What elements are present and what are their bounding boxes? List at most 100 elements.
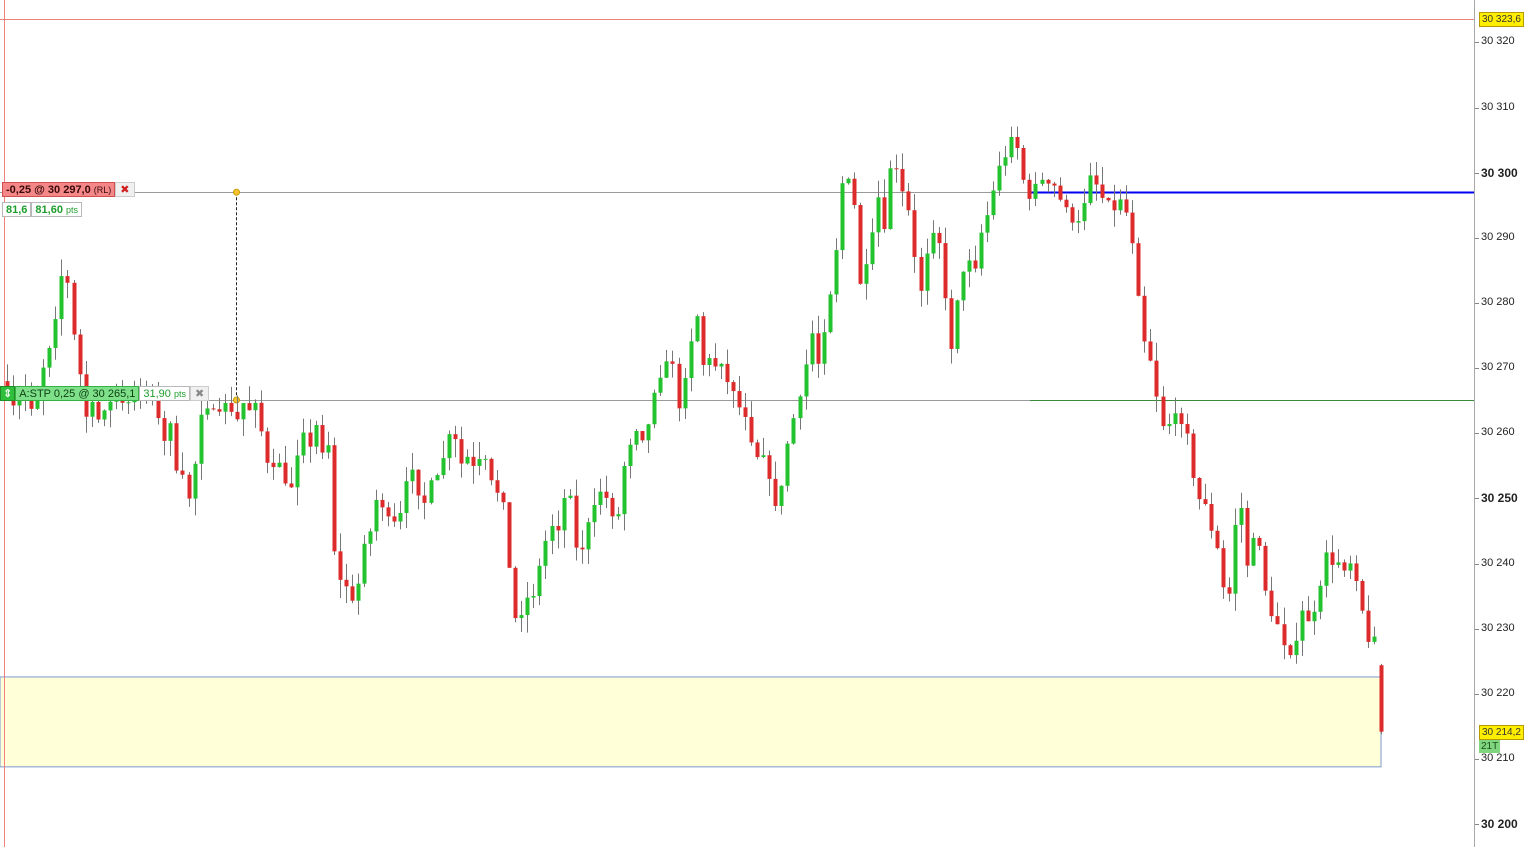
candle-body [96,401,101,420]
candle-body [320,425,325,453]
candle-body [574,495,579,548]
sell-pts-value: 81,6 [2,202,32,217]
candle-body [864,264,869,284]
candle-body [102,410,107,420]
last-price-tag: 30 214,2 [1479,725,1524,740]
sell-order-label[interactable]: -0,25 @ 30 297,0 (RL) ✖ [2,182,135,197]
candle-body [53,319,58,348]
candle-body [1233,524,1238,594]
candle-body [652,392,657,425]
stop-order-text[interactable]: A:STP 0,25 @ 30 265,1 [15,386,140,401]
candle-body [985,215,990,233]
candle-body [229,402,234,412]
candle-body [253,402,258,411]
candle-body [168,423,173,441]
candle-body [174,423,179,471]
candle-body [683,378,688,409]
candle-body [35,398,40,409]
price-axis-tick-label: 30 320 [1481,35,1515,47]
candle-body [1136,243,1141,296]
candle-body [937,232,942,244]
candle-body [1342,562,1347,571]
candle-body [689,341,694,379]
candle-body [755,442,760,458]
candle-body [1124,199,1129,213]
price-axis-tick-mark [1475,108,1479,109]
sell-pts-unit: pts [66,205,79,215]
candle-body [828,294,833,333]
candle-body [677,363,682,409]
candle-body [1306,610,1311,622]
sell-order-close-icon[interactable]: ✖ [115,182,135,197]
stop-order-close-icon[interactable]: ✖ [189,386,210,401]
price-axis-tick-mark [1475,238,1479,239]
candle-body [804,364,809,397]
candle-body [979,232,984,269]
candle-body [1275,616,1280,625]
highlight-zone [0,676,1382,768]
candle-body [410,469,415,482]
candle-body [1112,200,1117,211]
candle-body [180,470,185,475]
candle-body [1336,562,1341,565]
candle-body [386,507,391,517]
candle-body [477,458,482,466]
candle-body [973,260,978,269]
candle-body [550,525,555,541]
candle-body [997,165,1002,191]
candle-body [507,502,512,568]
candle-body [72,282,77,335]
candle-body [658,377,663,393]
candle-body [1294,640,1299,656]
candle-body [453,434,458,440]
sell-order-main[interactable]: -0,25 @ 30 297,0 (RL) [2,182,116,197]
candle-body [961,271,966,301]
candle-body [301,432,306,456]
candle-body [471,456,476,466]
stop-order-label[interactable]: ⇕ A:STP 0,25 @ 30 265,1 31,90 pts ✖ [0,386,210,401]
candle-body [870,232,875,265]
chart-plot-area[interactable]: -0,25 @ 30 297,0 (RL) ✖ 81,6 81,60 pts ⇕… [0,0,1474,847]
candle-body [586,522,591,550]
price-axis[interactable]: 30 320 30 310 30 300 30 290 30 280 30 270 30 2… [1474,0,1525,847]
candle-body [1257,537,1262,546]
candle-body [943,243,948,299]
candle-body [737,391,742,408]
price-axis-tick-mark [1475,303,1479,304]
price-axis-tick-mark [1475,173,1479,174]
candle-body [876,197,881,233]
candle-body [906,191,911,211]
candle-body [1064,199,1069,208]
candle-body [785,443,790,486]
sell-pts-detail: 81,60 pts [31,202,83,217]
candle-body [1227,587,1232,594]
candle-body [894,168,899,170]
candle-body [931,232,936,254]
drag-handle-icon[interactable]: ⇕ [0,386,16,401]
candle-body [5,381,10,389]
candle-body [501,492,506,503]
tick-count-tag: 21T [1479,740,1501,753]
candle-body [1009,136,1014,158]
candle-body [882,197,887,230]
price-axis-tick-label: 30 280 [1481,296,1515,308]
candle-body [217,409,222,412]
candle-body [199,414,204,464]
candlestick-chart[interactable] [0,0,1474,847]
candle-body [858,205,863,284]
candle-body [356,583,361,601]
price-axis-tick-label: 30 260 [1481,426,1515,438]
candle-body [1372,636,1377,642]
candle-body [1076,221,1081,223]
candle-body [1027,179,1032,199]
candle-body [955,300,960,349]
candle-body [840,183,845,251]
candle-body [344,579,349,587]
candle-body [465,456,470,464]
candle-body [1251,537,1256,566]
price-axis-tick-mark [1475,694,1479,695]
candle-body [187,474,192,499]
candle-body [634,431,639,445]
candle-body [265,431,270,463]
candle-body [537,565,542,597]
